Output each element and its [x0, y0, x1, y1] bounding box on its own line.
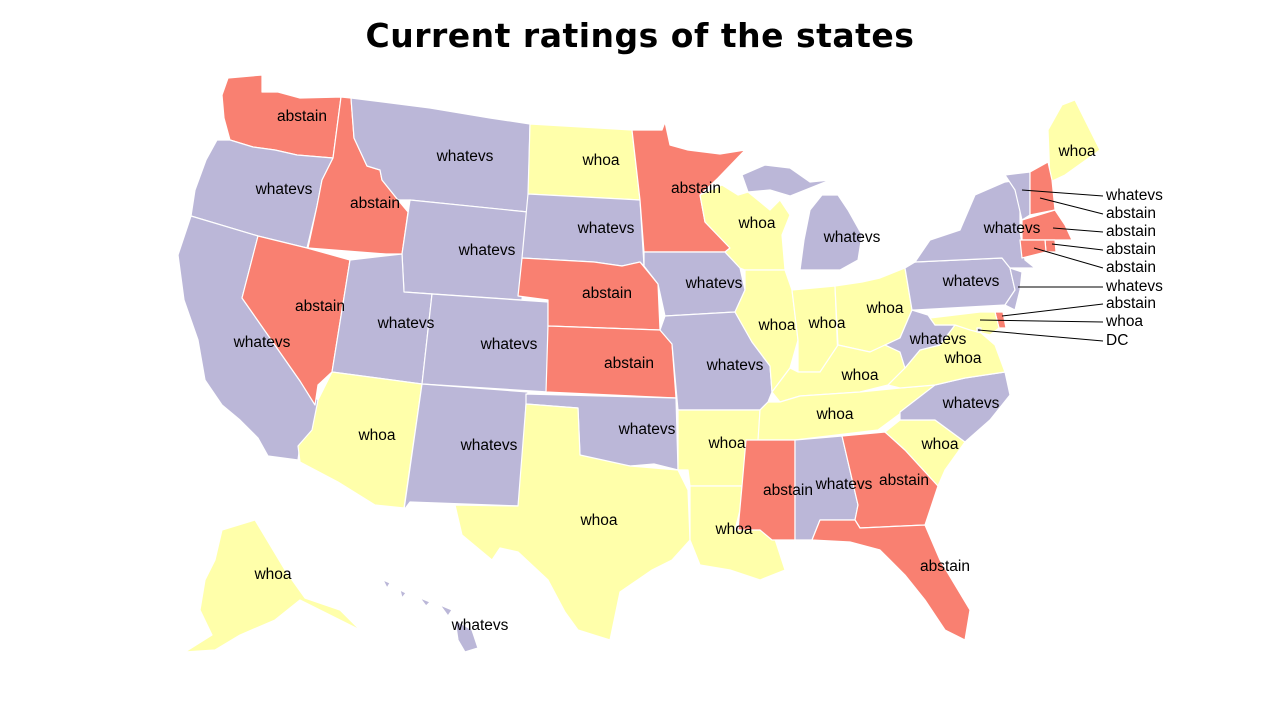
- state-label-az: whoa: [357, 427, 395, 444]
- state-label-mi: whatevs: [823, 229, 881, 246]
- state-label-in: whoa: [807, 315, 845, 332]
- callout-line-ma: [1052, 227, 1104, 233]
- state-vt: [1004, 171, 1031, 221]
- callout-label-nj: whatevs: [1105, 278, 1163, 295]
- state-label-ne: abstain: [582, 285, 632, 302]
- state-label-pa: whatevs: [942, 273, 1000, 290]
- callout-label-vt: whatevs: [1105, 187, 1163, 204]
- state-nj: [1004, 267, 1023, 311]
- state-label-il: whoa: [757, 317, 795, 334]
- state-wi: [699, 184, 791, 271]
- state-nv: [241, 235, 351, 406]
- callout-line-dc: [977, 329, 1104, 342]
- state-label-wi: whoa: [737, 215, 775, 232]
- state-label-me: whoa: [1057, 143, 1095, 160]
- state-mi: [741, 164, 863, 271]
- callout-line-md: [979, 319, 1104, 323]
- state-label-ca: whatevs: [233, 334, 291, 351]
- state-label-tn: whoa: [815, 406, 853, 423]
- state-label-nc: whatevs: [942, 395, 1000, 412]
- callout-line-ri: [1051, 243, 1104, 251]
- state-label-ks: abstain: [604, 355, 654, 372]
- state-label-mo: whatevs: [706, 357, 764, 374]
- state-label-ny: whatevs: [983, 220, 1041, 237]
- state-ct: [1019, 239, 1047, 259]
- callout-line-ct: [1033, 247, 1104, 269]
- state-label-ky: whoa: [840, 367, 878, 384]
- state-label-nd: whoa: [581, 152, 619, 169]
- callout-label-dc: DC: [1106, 332, 1128, 349]
- page-title: Current ratings of the states: [365, 16, 915, 55]
- state-label-wa: abstain: [277, 108, 327, 125]
- state-label-hi: whatevs: [451, 617, 509, 634]
- state-label-nv: abstain: [295, 298, 345, 315]
- callout-line-de: [1001, 303, 1104, 317]
- callout-line-nh: [1039, 197, 1104, 215]
- callout-label-nh: abstain: [1106, 205, 1156, 222]
- state-label-tx: whoa: [579, 512, 617, 529]
- state-label-va: whoa: [943, 350, 981, 367]
- callout-line-vt: [1021, 189, 1104, 197]
- state-tx: [454, 403, 691, 641]
- state-label-ut: whatevs: [377, 315, 435, 332]
- state-mt: [350, 97, 531, 213]
- state-label-mn: abstain: [671, 180, 721, 197]
- state-label-sc: whoa: [920, 436, 958, 453]
- state-label-sd: whatevs: [577, 220, 635, 237]
- state-label-ga: abstain: [879, 472, 929, 489]
- state-label-fl: abstain: [920, 558, 970, 575]
- state-ak: [184, 519, 361, 653]
- state-wv: [884, 309, 956, 369]
- state-ne: [517, 257, 661, 331]
- state-label-al: whatevs: [815, 476, 873, 493]
- state-label-id: abstain: [350, 195, 400, 212]
- callout-label-md: whoa: [1105, 313, 1143, 330]
- callout-label-ri: abstain: [1106, 241, 1156, 258]
- callout-label-de: abstain: [1106, 295, 1156, 312]
- state-label-wy: whatevs: [458, 242, 516, 259]
- state-label-oh: whoa: [865, 300, 903, 317]
- state-hi: [382, 579, 479, 653]
- state-me: [1047, 99, 1101, 183]
- callout-label-ma: abstain: [1106, 223, 1156, 240]
- state-label-ia: whatevs: [685, 275, 743, 292]
- state-label-ak: whoa: [253, 566, 291, 583]
- state-ri: [1044, 239, 1057, 253]
- state-label-ms: abstain: [763, 482, 813, 499]
- state-label-co: whatevs: [480, 336, 538, 353]
- state-label-ok: whatevs: [618, 421, 676, 438]
- state-nh: [1029, 161, 1056, 216]
- state-label-nm: whatevs: [460, 437, 518, 454]
- state-label-mt: whatevs: [436, 148, 494, 165]
- state-label-wv: whatevs: [909, 331, 967, 348]
- state-label-la: whoa: [714, 521, 752, 538]
- state-label-or: whatevs: [255, 181, 313, 198]
- state-fl: [811, 519, 971, 641]
- state-label-ar: whoa: [707, 435, 745, 452]
- state-md: [929, 311, 1000, 336]
- callout-label-ct: abstain: [1106, 259, 1156, 276]
